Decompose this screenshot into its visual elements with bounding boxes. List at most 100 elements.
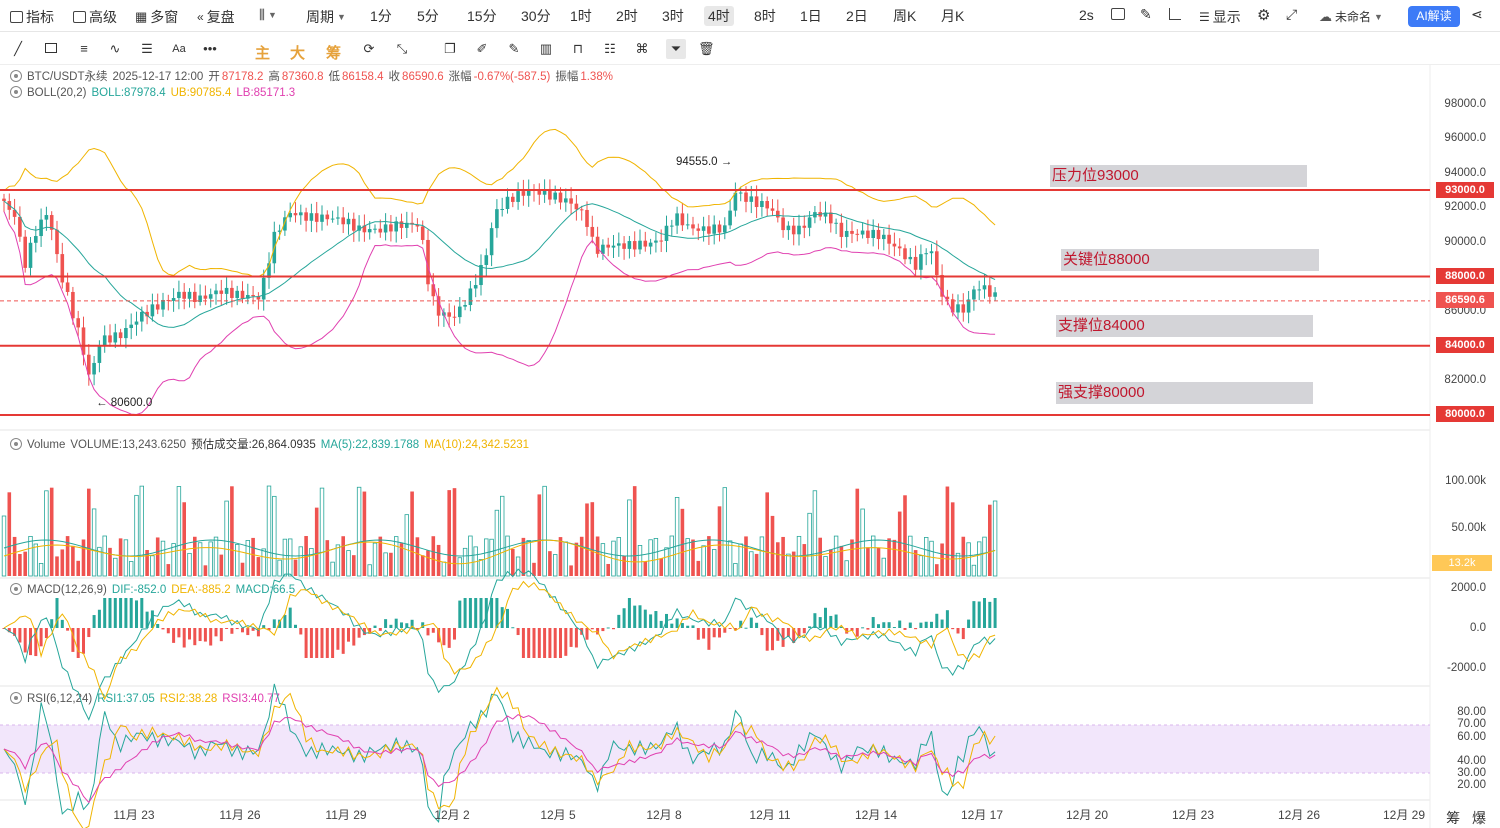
candle-body: [754, 196, 759, 208]
macd-histogram-bar: [341, 628, 345, 654]
key-level-zone-label[interactable]: 关键位88000: [1061, 249, 1319, 271]
lock-icon[interactable]: ⊓: [572, 41, 584, 56]
candle-body: [802, 225, 807, 228]
volume-bar: [372, 542, 378, 577]
measure-icon[interactable]: ⤡: [396, 41, 408, 56]
period-tab[interactable]: 1日: [800, 8, 822, 24]
fullscreen-exit-icon[interactable]: [1169, 8, 1181, 20]
trend-line-icon[interactable]: ╱: [14, 41, 22, 56]
eye-icon[interactable]: [10, 583, 22, 595]
macd-histogram-bar: [124, 598, 128, 628]
brush-icon[interactable]: ✐: [476, 41, 488, 56]
candle-body: [505, 196, 510, 209]
parallel-lines-icon[interactable]: ≡: [80, 41, 88, 56]
chip-button[interactable]: 筹: [326, 45, 342, 62]
resistance-zone-label[interactable]: 压力位93000: [1050, 165, 1307, 187]
macd-histogram-bar: [686, 625, 690, 628]
bottom-right-buttons[interactable]: 筹 爆: [1446, 810, 1490, 826]
display-button[interactable]: ☰ 显示: [1199, 9, 1241, 25]
macd-histogram-bar: [140, 598, 144, 628]
ai-interpret-button[interactable]: AI解读: [1408, 6, 1460, 27]
period-tab[interactable]: 1分: [370, 8, 392, 24]
pencil-icon[interactable]: ✎: [1140, 6, 1152, 22]
support-zone-label[interactable]: 支撑位84000: [1056, 315, 1313, 337]
rectangle-icon[interactable]: [43, 41, 59, 57]
filter-icon[interactable]: ⏷: [666, 39, 686, 59]
macd-histogram-bar: [272, 619, 276, 628]
share-icon[interactable]: ⋖: [1471, 6, 1483, 22]
price-tag-84000: 84000.0: [1436, 337, 1494, 353]
eye-icon[interactable]: [10, 692, 22, 704]
period-tab[interactable]: 30分: [521, 8, 551, 24]
eye-icon[interactable]: [10, 86, 22, 98]
period-tab[interactable]: 15分: [467, 8, 497, 24]
eye-icon[interactable]: [10, 438, 22, 450]
text-icon[interactable]: Aa: [172, 43, 186, 55]
trash-icon[interactable]: 🗑: [698, 41, 715, 56]
time-axis-label: 12月 8: [646, 808, 682, 822]
fib-icon[interactable]: ☰: [141, 41, 153, 56]
strong-support-zone-label[interactable]: 强支撑80000: [1056, 382, 1313, 404]
layout-name-dropdown[interactable]: ☁ 未命名 ▼: [1319, 8, 1383, 25]
replay-button[interactable]: « 复盘: [197, 9, 235, 25]
period-tab[interactable]: 8时: [754, 8, 776, 24]
macd-histogram-bar: [225, 628, 229, 629]
candle-body: [399, 221, 404, 228]
expand-icon[interactable]: ⤢: [1286, 6, 1298, 22]
volume-bar: [971, 564, 977, 577]
volume-bar: [134, 494, 139, 577]
period-dropdown[interactable]: 周期 ▼: [306, 9, 346, 25]
macd-histogram-bar: [484, 598, 488, 628]
volume-bar: [659, 558, 663, 576]
volume-bar: [309, 547, 314, 577]
refresh-interval[interactable]: 2s: [1079, 7, 1094, 23]
candle-body: [606, 244, 610, 248]
volume-bar: [881, 557, 886, 577]
macd-histogram-bar: [792, 628, 796, 643]
macd-histogram-bar: [400, 622, 403, 628]
period-tab[interactable]: 月K: [941, 8, 965, 24]
magnet-icon[interactable]: ⌘: [635, 41, 649, 56]
period-tab[interactable]: 周K: [893, 8, 917, 24]
bars-icon[interactable]: ▥: [539, 41, 553, 56]
macd-histogram-bar: [495, 598, 499, 628]
period-tab[interactable]: 2日: [846, 8, 868, 24]
volume-bar: [579, 536, 584, 576]
chevron-down-icon: ▼: [1374, 11, 1383, 22]
macd-histogram-bar: [336, 628, 340, 650]
edit-list-icon[interactable]: ☷: [604, 41, 616, 56]
period-tab[interactable]: 1时: [570, 8, 592, 24]
candle-body: [261, 277, 266, 300]
volume-bar: [685, 538, 690, 577]
wave-icon[interactable]: ∿: [109, 41, 121, 56]
period-tab[interactable]: 3时: [662, 8, 684, 24]
macd-histogram-bar: [977, 601, 981, 628]
indicators-button[interactable]: 指标: [10, 7, 54, 27]
macd-histogram-bar: [34, 628, 38, 657]
gear-icon[interactable]: ⚙: [1257, 7, 1271, 24]
period-tab[interactable]: 5分: [417, 8, 439, 24]
copy-icon[interactable]: ❐: [444, 41, 456, 56]
period-tab[interactable]: 2时: [616, 8, 638, 24]
volume-bar: [558, 537, 563, 576]
boll-mid-line: [3, 200, 996, 328]
macd-histogram-bar: [320, 628, 324, 658]
volume-bar: [182, 502, 186, 576]
sync-icon[interactable]: ⟳: [363, 41, 375, 56]
candle-body: [791, 225, 796, 235]
eye-icon[interactable]: [10, 70, 22, 82]
candle-body: [118, 332, 123, 339]
camera-icon[interactable]: [1111, 8, 1125, 20]
time-axis-label: 12月 5: [540, 808, 576, 822]
main-force-button[interactable]: 主: [255, 45, 271, 62]
candle-body: [897, 246, 902, 249]
more-icon[interactable]: •••: [203, 41, 217, 56]
chart-type-dropdown[interactable]: ⫼ ▼: [259, 7, 277, 23]
volume-bar: [330, 561, 335, 577]
multiwin-button[interactable]: ▦ 多窗: [135, 9, 179, 25]
advanced-button[interactable]: 高级: [73, 7, 117, 27]
highlighter-icon[interactable]: ✎: [508, 41, 520, 56]
big-order-button[interactable]: 大: [290, 45, 306, 62]
period-tab[interactable]: 4时: [704, 6, 734, 26]
